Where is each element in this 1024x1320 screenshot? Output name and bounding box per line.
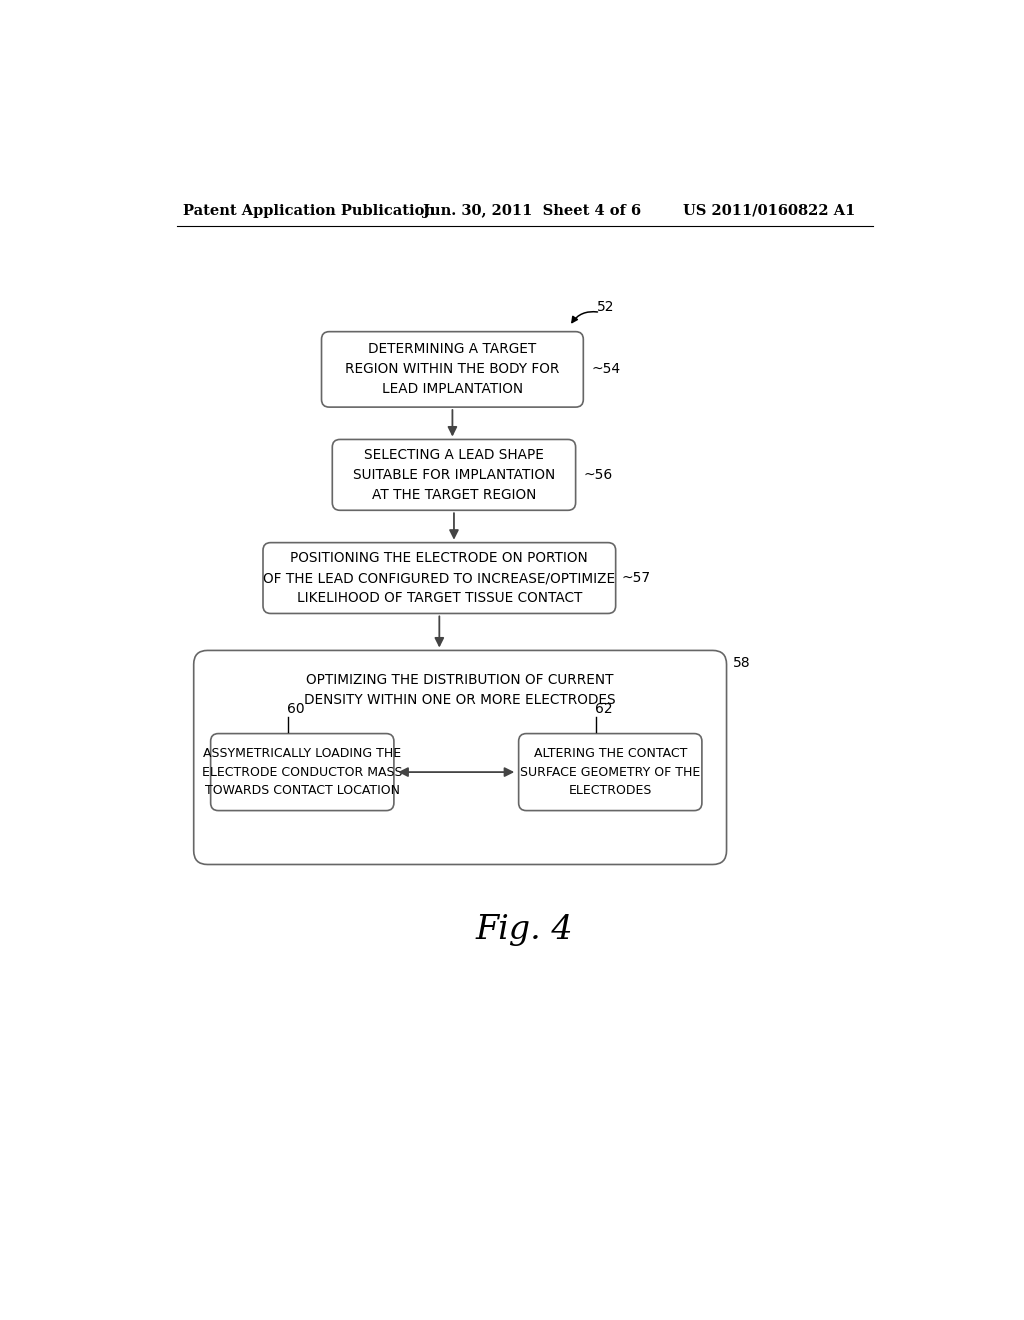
Text: OPTIMIZING THE DISTRIBUTION OF CURRENT
DENSITY WITHIN ONE OR MORE ELECTRODES: OPTIMIZING THE DISTRIBUTION OF CURRENT D… [304, 673, 615, 708]
Text: ASSYMETRICALLY LOADING THE
ELECTRODE CONDUCTOR MASS
TOWARDS CONTACT LOCATION: ASSYMETRICALLY LOADING THE ELECTRODE CON… [202, 747, 402, 797]
Text: Jun. 30, 2011  Sheet 4 of 6: Jun. 30, 2011 Sheet 4 of 6 [423, 203, 641, 218]
FancyBboxPatch shape [194, 651, 727, 865]
Text: 58: 58 [733, 656, 751, 669]
Text: ~57: ~57 [622, 572, 651, 585]
Text: POSITIONING THE ELECTRODE ON PORTION
OF THE LEAD CONFIGURED TO INCREASE/OPTIMIZE: POSITIONING THE ELECTRODE ON PORTION OF … [263, 550, 615, 605]
Text: US 2011/0160822 A1: US 2011/0160822 A1 [683, 203, 856, 218]
Text: DETERMINING A TARGET
REGION WITHIN THE BODY FOR
LEAD IMPLANTATION: DETERMINING A TARGET REGION WITHIN THE B… [345, 342, 559, 396]
Text: ALTERING THE CONTACT
SURFACE GEOMETRY OF THE
ELECTRODES: ALTERING THE CONTACT SURFACE GEOMETRY OF… [520, 747, 700, 797]
Text: SELECTING A LEAD SHAPE
SUITABLE FOR IMPLANTATION
AT THE TARGET REGION: SELECTING A LEAD SHAPE SUITABLE FOR IMPL… [353, 447, 555, 502]
Text: Patent Application Publication: Patent Application Publication [183, 203, 435, 218]
FancyBboxPatch shape [211, 734, 394, 810]
FancyBboxPatch shape [518, 734, 701, 810]
Text: Fig. 4: Fig. 4 [476, 913, 573, 946]
FancyBboxPatch shape [333, 440, 575, 511]
Text: 52: 52 [597, 300, 614, 314]
FancyBboxPatch shape [263, 543, 615, 614]
Text: ~56: ~56 [584, 467, 612, 482]
Text: 62: 62 [595, 702, 612, 715]
Text: ~54: ~54 [591, 363, 621, 376]
Text: 60: 60 [287, 702, 304, 715]
FancyBboxPatch shape [322, 331, 584, 407]
